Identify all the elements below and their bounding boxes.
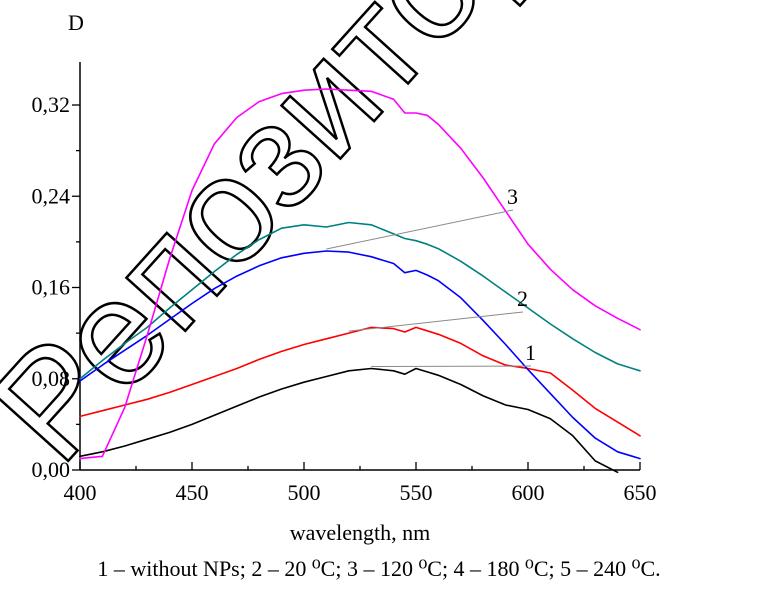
x-tick-label: 500 bbox=[288, 480, 321, 505]
series-lines bbox=[79, 88, 641, 474]
ticks: 400 450 500 550 600 650 0,00 0,08 0,16 0,24 0,32 bbox=[32, 92, 657, 505]
y-tick-label: 0,16 bbox=[32, 275, 71, 300]
x-tick-label: 400 bbox=[64, 480, 97, 505]
y-tick-label: 0,08 bbox=[32, 366, 71, 391]
series-line-1 bbox=[79, 367, 619, 474]
x-axis-title: wavelength, nm bbox=[290, 520, 431, 545]
curve-label-1: 1 bbox=[525, 340, 536, 365]
x-tick-label: 650 bbox=[624, 480, 657, 505]
series-line-4 bbox=[79, 221, 641, 380]
y-axis-title: D bbox=[68, 10, 84, 35]
series-line-2 bbox=[79, 326, 641, 437]
x-tick-label: 450 bbox=[176, 480, 209, 505]
series-line-5 bbox=[79, 88, 641, 460]
x-tick-label: 600 bbox=[512, 480, 545, 505]
x-tick-label: 550 bbox=[400, 480, 433, 505]
figure-caption: 1 – without NPs; 2 – 20 ⁰C; 3 – 120 ⁰C; … bbox=[97, 556, 661, 581]
series-line-3 bbox=[79, 250, 641, 460]
curve-label-2: 2 bbox=[517, 286, 528, 311]
curve-labels: 1 2 3 bbox=[326, 184, 536, 367]
curve-label-3: 3 bbox=[507, 184, 518, 209]
y-tick-label: 0,24 bbox=[32, 183, 71, 208]
leader-line-2 bbox=[348, 311, 524, 332]
y-tick-label: 0,32 bbox=[32, 92, 71, 117]
leader-line-3 bbox=[326, 209, 514, 250]
y-tick-label: 0,00 bbox=[32, 457, 71, 482]
